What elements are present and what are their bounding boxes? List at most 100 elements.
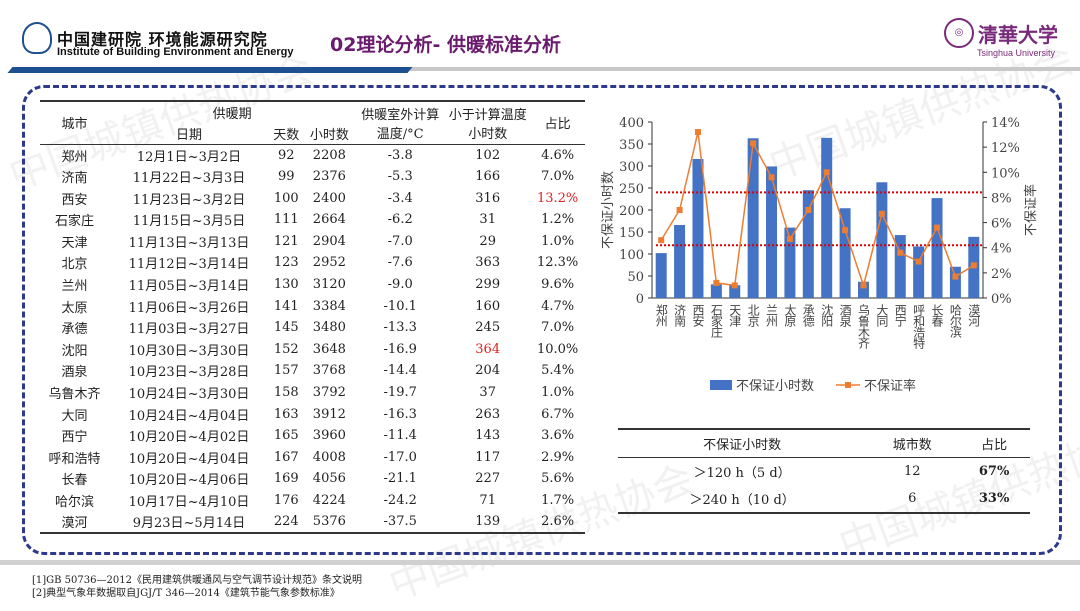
cell: 7.0% xyxy=(541,169,575,185)
legend-label: 不保证小时数 xyxy=(736,379,814,394)
cell: 10月20日~4月02日 xyxy=(128,430,250,446)
bar xyxy=(839,208,851,298)
cell: 99 xyxy=(277,169,295,185)
x-tick-label: 沈阳 xyxy=(820,303,834,327)
cell: 11月12日~3月14日 xyxy=(128,257,250,273)
cell: 4056 xyxy=(312,471,346,487)
rate-point xyxy=(786,235,793,242)
rate-point xyxy=(713,279,720,286)
cell: 9.6% xyxy=(541,277,575,293)
col-ratio: 占比 xyxy=(530,99,585,145)
x-tick-label: 漠河 xyxy=(967,304,981,327)
cell: 承德 xyxy=(61,322,88,338)
cell: 163 xyxy=(273,406,299,422)
cell: -7.6 xyxy=(387,255,413,271)
cell: -5.3 xyxy=(387,169,413,185)
table-row: 漠河 9月23日~5月14日 224 5376 -37.5 139 2.6% xyxy=(40,511,585,534)
y2-tick-label: 10% xyxy=(991,166,1020,181)
heating-period-table: 城市 供暖期 供暖室外计算温度/°C 小于计算温度小时数 占比 日期 天数 小时… xyxy=(40,99,585,534)
cell: 363 xyxy=(475,255,501,271)
cell: 11月22日~3月3日 xyxy=(132,171,246,187)
col-hours: 小时数 xyxy=(309,127,349,143)
table-row: 西安 11月23日~3月2日 100 2400 -3.4 316 13.2% xyxy=(40,187,585,209)
cell: 139 xyxy=(445,511,531,534)
cell: 11月06日~3月26日 xyxy=(128,300,250,316)
x-tick-label: 天津 xyxy=(728,304,742,327)
cell: -6.2 xyxy=(387,212,413,228)
cell: 6.7% xyxy=(541,406,575,422)
cell: 9月23日~5月14日 xyxy=(108,511,270,534)
cell: 3120 xyxy=(312,277,346,293)
cell: 1.2% xyxy=(541,212,575,228)
table-row: 大同 10月24日~4月04日 163 3912 -16.3 263 6.7% xyxy=(40,403,585,425)
bar xyxy=(821,137,833,298)
cell: 263 xyxy=(475,406,501,422)
cell: 4.7% xyxy=(541,298,575,314)
cell: ＞240 h（10 d） xyxy=(618,485,867,514)
col-days: 天数 xyxy=(273,127,300,143)
cell: 92 xyxy=(277,147,295,163)
x-tick-label: 西宁 xyxy=(893,304,907,327)
rate-point xyxy=(860,282,867,289)
cell: 130 xyxy=(273,277,299,293)
rate-point xyxy=(878,210,885,217)
table-row: 酒泉 10月23日~3月28日 157 3768 -14.4 204 5.4% xyxy=(40,360,585,382)
cell: 29 xyxy=(479,233,496,249)
cell: 乌鲁木齐 xyxy=(48,387,101,403)
footnotes: [1]GB 50736—2012《民用建筑供暖通风与空气调节设计规范》条文说明 … xyxy=(32,574,362,600)
y2-tick-label: 14% xyxy=(991,116,1020,131)
y-axis-title: 不保证小时数 xyxy=(601,171,616,249)
bar xyxy=(949,266,961,298)
cell: 5376 xyxy=(303,511,356,534)
cell: 166 xyxy=(475,169,501,185)
x-tick-label: 北京 xyxy=(746,304,760,328)
cell: 204 xyxy=(475,363,501,379)
cell: 10月24日~4月04日 xyxy=(128,408,250,424)
rate-point xyxy=(694,129,701,136)
table-row: 沈阳 10月30日~3月30日 152 3648 -16.9 364 10.0% xyxy=(40,339,585,361)
bar xyxy=(710,284,722,298)
y2-tick-label: 8% xyxy=(991,191,1012,206)
bar xyxy=(913,246,925,298)
cell: 天津 xyxy=(61,235,88,251)
cell: 33% xyxy=(958,485,1030,514)
footnote: [1]GB 50736—2012《民用建筑供暖通风与空气调节设计规范》条文说明 xyxy=(32,575,362,586)
cell: 71 xyxy=(479,492,496,508)
cell: 224 xyxy=(269,511,304,534)
cell: -19.7 xyxy=(383,385,417,401)
cell: 5.4% xyxy=(541,363,575,379)
cell: -21.1 xyxy=(383,471,417,487)
cell: 呼和浩特 xyxy=(48,451,101,467)
bar xyxy=(931,198,943,298)
cell: 长春 xyxy=(61,473,88,489)
cell: 10月20日~4月04日 xyxy=(128,451,250,467)
x-tick-label: 哈尔滨 xyxy=(948,304,962,338)
cell: 3480 xyxy=(312,320,346,336)
cell: 1.0% xyxy=(541,233,575,249)
cell: 1.0% xyxy=(541,385,575,401)
cell: 11月23日~3月2日 xyxy=(132,192,246,208)
cell: 10月23日~3月28日 xyxy=(128,365,250,381)
cell: 12.3% xyxy=(536,255,579,271)
x-tick-label: 乌鲁木齐 xyxy=(856,303,870,349)
x-tick-label: 济南 xyxy=(673,303,687,327)
table-row: 哈尔滨 10月17日~4月10日 176 4224 -24.2 71 1.7% xyxy=(40,490,585,512)
cell: 157 xyxy=(273,363,299,379)
university-name-cn: 清華大学 xyxy=(978,22,1058,47)
university-seal-icon: ◎ xyxy=(944,18,974,48)
cell: 121 xyxy=(273,233,299,249)
y2-axis-title: 不保证率 xyxy=(1023,184,1039,236)
bar xyxy=(674,224,686,298)
cell: 1.7% xyxy=(541,492,575,508)
rate-point xyxy=(805,207,812,213)
rate-point xyxy=(823,169,830,176)
bar xyxy=(876,182,888,298)
x-tick-label: 长春 xyxy=(930,304,944,328)
y-tick-label: 0 xyxy=(636,292,644,307)
cell: 145 xyxy=(273,320,299,336)
org-name-cn: 中国建研院 环境能源研究院 xyxy=(57,30,268,49)
cell: -24.2 xyxy=(383,492,417,508)
cell: 13.2% xyxy=(536,190,579,206)
cell: ＞120 h（5 d） xyxy=(693,465,791,481)
cell: 158 xyxy=(273,385,299,401)
